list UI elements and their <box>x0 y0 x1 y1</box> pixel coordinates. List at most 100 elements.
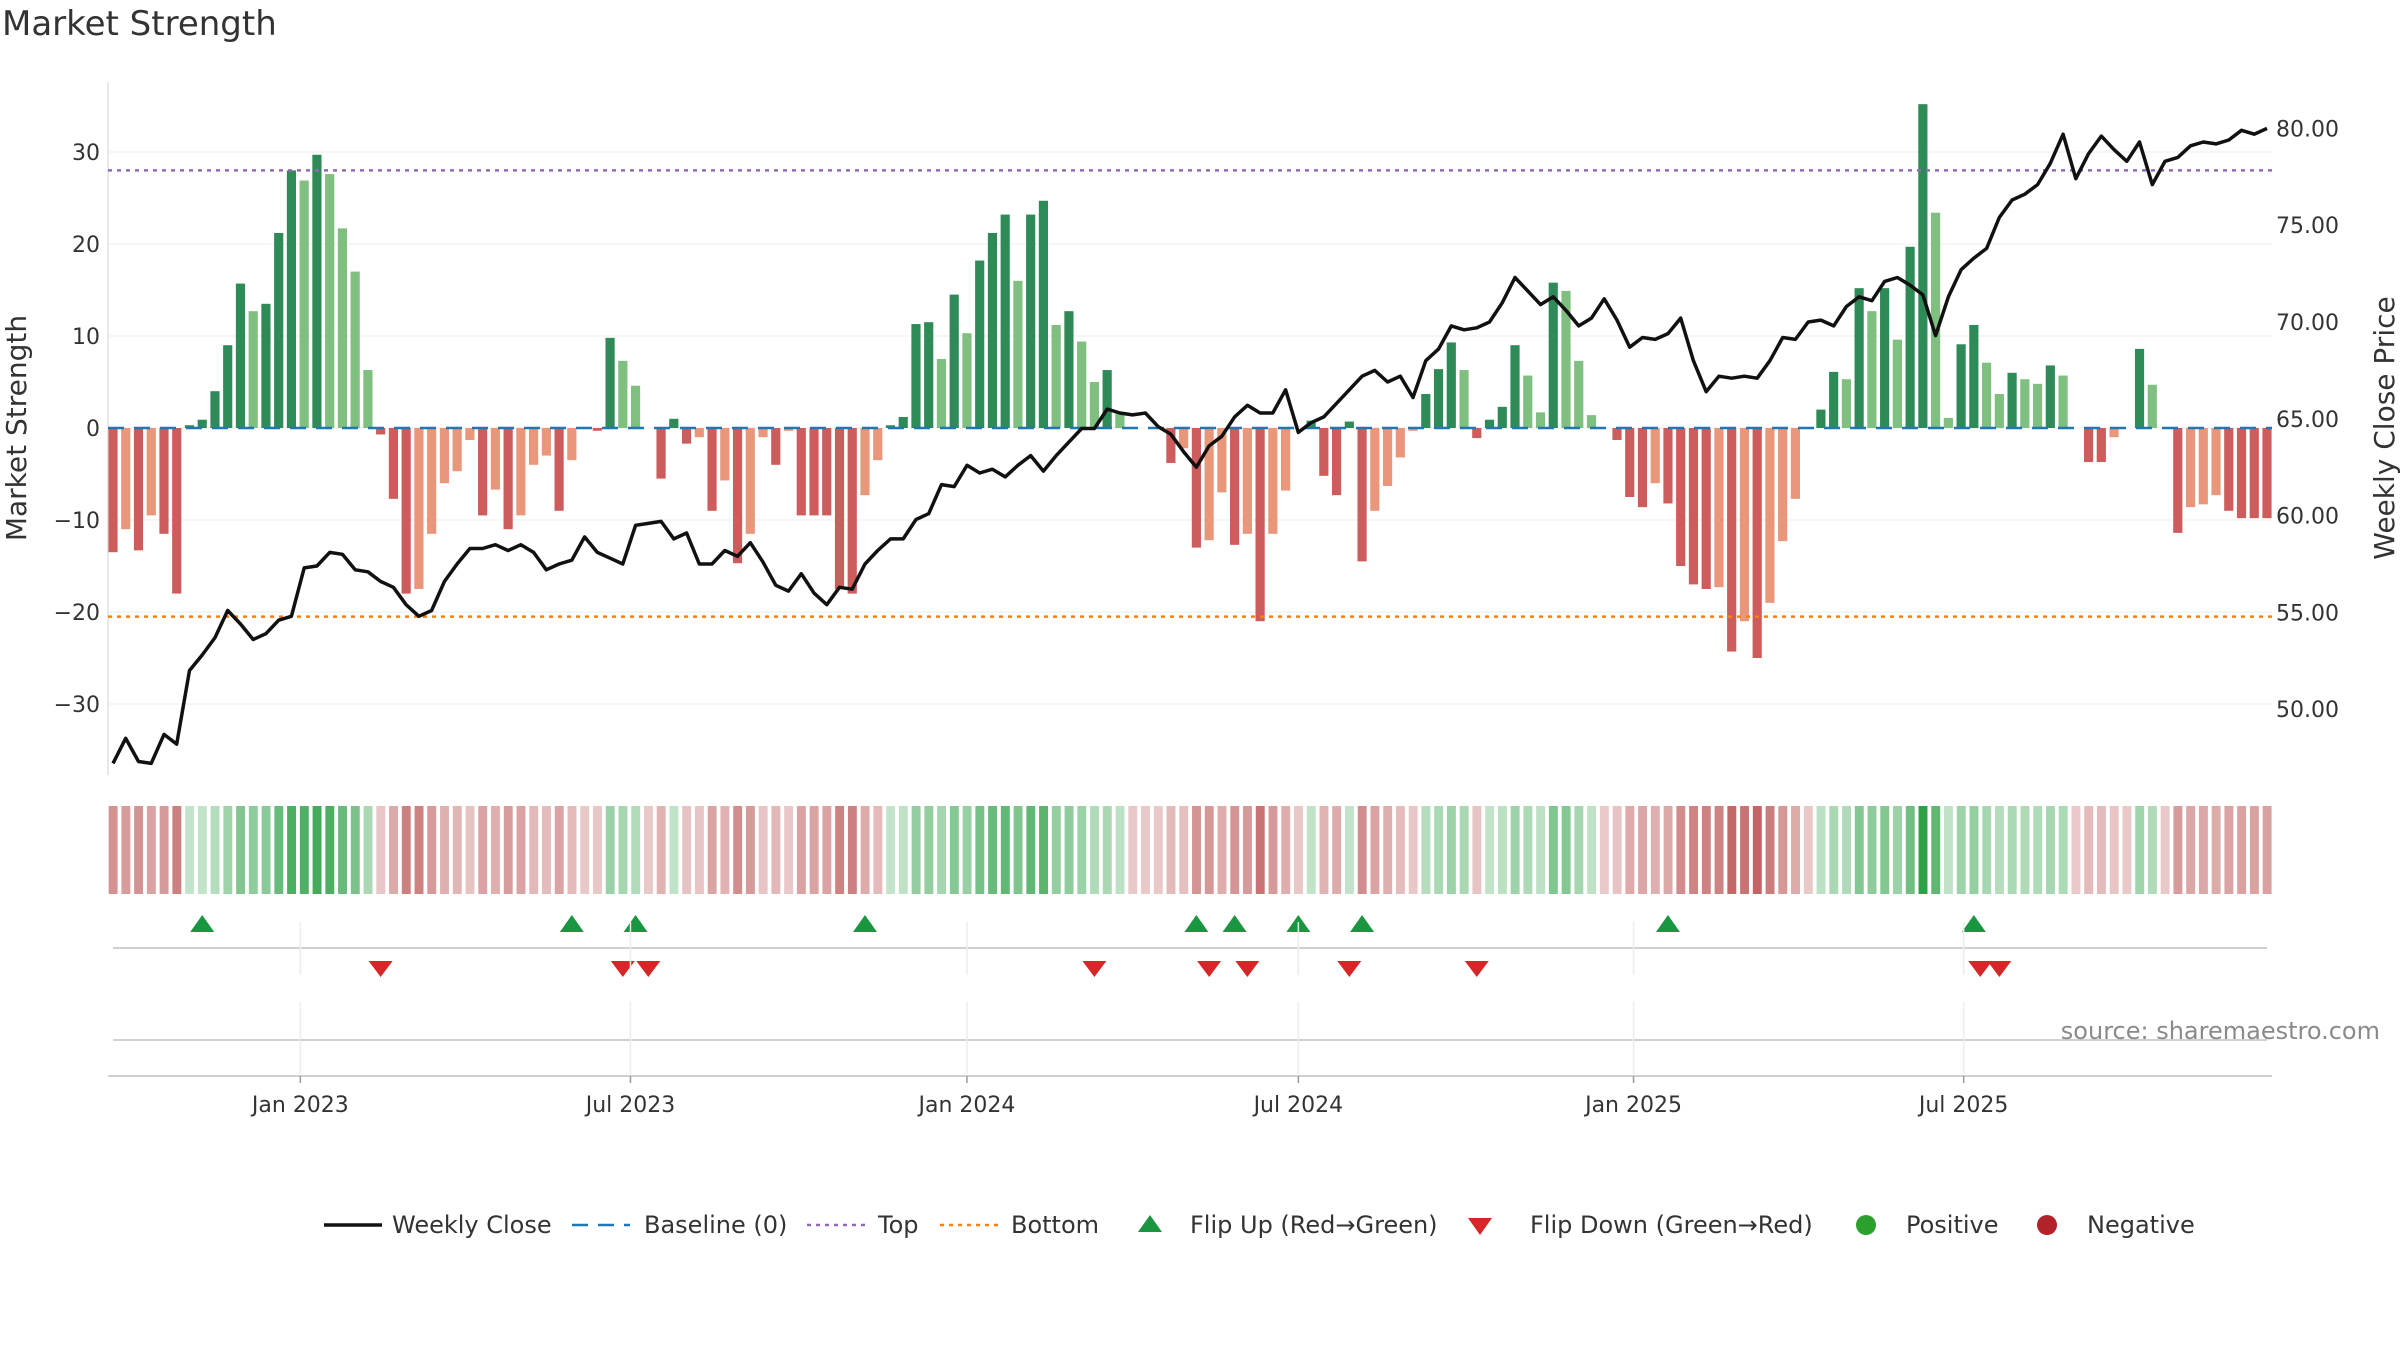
x-axis: Jan 2023 Jul 2023 Jan 2024 Jul 2024 Jan 2025… <box>108 922 2272 1118</box>
strip-cell <box>1523 806 1533 894</box>
strength-bar <box>478 428 488 516</box>
strip-cell <box>618 806 628 894</box>
strip-cell <box>427 806 437 894</box>
strip-cell <box>707 806 717 894</box>
strength-bar <box>210 391 220 428</box>
strength-bar <box>592 428 602 431</box>
strip-cell <box>1395 806 1405 894</box>
strength-bar <box>1574 360 1584 428</box>
strength-bar <box>1918 104 1928 428</box>
strength-bar <box>809 428 819 516</box>
strip-cell <box>1370 806 1380 894</box>
strength-bar <box>1752 428 1762 658</box>
strength-bar <box>1880 288 1890 428</box>
strength-bar <box>452 428 462 472</box>
strip-cell <box>988 806 998 894</box>
strength-bar <box>465 428 475 440</box>
strength-bar <box>1561 290 1571 428</box>
strength-bar <box>822 428 832 516</box>
strip-cell <box>1918 806 1928 894</box>
strip-cell <box>1638 806 1648 894</box>
strip-cell <box>656 806 666 894</box>
strip-cell <box>1625 806 1635 894</box>
strip-cell <box>1446 806 1456 894</box>
strength-bar <box>630 385 641 428</box>
strip-cell <box>1867 806 1877 894</box>
legend-label: Weekly Close <box>392 1211 552 1239</box>
strength-bar <box>261 303 271 428</box>
strength-bar <box>987 232 998 428</box>
strength-bar <box>2262 428 2272 519</box>
strip-cell <box>1230 806 1240 894</box>
strip-cell <box>567 806 577 894</box>
strength-bar <box>1268 428 1278 534</box>
legend-item: Top <box>807 1211 919 1239</box>
strength-bar <box>1281 428 1291 491</box>
strength-bar <box>1650 428 1660 484</box>
strength-bar <box>694 428 704 438</box>
y-tick-label: 30 <box>72 141 100 166</box>
strength-bar <box>1548 282 1558 428</box>
y2-tick-label: 60.00 <box>2276 505 2339 530</box>
strength-bar <box>337 228 348 428</box>
strip-cell <box>1931 806 1941 894</box>
x-tick-label: Jul 2025 <box>1917 1093 2009 1118</box>
strip-cell <box>1000 806 1010 894</box>
strip-cell <box>1497 806 1507 894</box>
strength-bar <box>2058 375 2068 428</box>
strip-cell <box>2071 806 2081 894</box>
triangle-down-icon <box>1468 1218 1492 1235</box>
flip-down-marker <box>1235 961 1260 977</box>
strip-cell <box>185 806 195 894</box>
strip-cell <box>1268 806 1278 894</box>
strength-bar <box>1077 341 1087 428</box>
flip-down-marker <box>1464 961 1489 977</box>
strip-cell <box>1485 806 1495 894</box>
strength-bar <box>656 428 666 479</box>
strength-bar <box>1204 428 1214 541</box>
strength-bar <box>1931 212 1941 428</box>
strength-bars <box>108 104 2272 658</box>
strength-bar <box>2096 428 2106 463</box>
strip-cell <box>847 806 857 894</box>
strength-bar <box>1179 428 1189 449</box>
strip-cell <box>1115 806 1125 894</box>
strip-cell <box>924 806 934 894</box>
legend-label: Bottom <box>1011 1211 1099 1239</box>
legend-item: Weekly Close <box>324 1211 552 1239</box>
strength-bar <box>873 428 883 461</box>
strength-bar <box>1064 311 1074 428</box>
strip-cell <box>2033 806 2043 894</box>
strength-bar <box>516 428 526 516</box>
strip-cell <box>937 806 947 894</box>
flip-down-marker <box>636 961 661 977</box>
strip-cell <box>860 806 870 894</box>
strip-cell <box>1383 806 1393 894</box>
strip-cell <box>1842 806 1851 894</box>
strength-bar <box>414 428 424 589</box>
strength-bar <box>1344 421 1354 428</box>
strength-bar <box>1166 428 1176 463</box>
source-label: source: sharemaestro.com <box>2061 1017 2380 1045</box>
strip-cell <box>363 806 373 894</box>
strength-bar <box>1497 406 1507 428</box>
strip-cell <box>261 806 271 894</box>
strength-bar <box>1102 370 1112 428</box>
strength-bar <box>783 428 794 431</box>
strength-bar <box>1956 344 1966 428</box>
legend-label: Flip Up (Red→Green) <box>1190 1211 1438 1239</box>
legend-label: Baseline (0) <box>644 1211 787 1239</box>
strip-cell <box>1128 806 1138 894</box>
strip-cell <box>771 806 781 894</box>
strength-bar <box>2109 428 2119 438</box>
strength-bar <box>503 428 513 530</box>
strip-cell <box>1650 806 1660 894</box>
strip-cell <box>1689 806 1699 894</box>
strength-bar <box>1013 280 1023 428</box>
strip-cell <box>580 806 590 894</box>
strip-cell <box>720 806 730 894</box>
flip-down-marker <box>368 961 393 977</box>
strip-cell <box>682 806 692 894</box>
strength-bar <box>1867 311 1877 428</box>
strength-bar <box>975 260 985 428</box>
